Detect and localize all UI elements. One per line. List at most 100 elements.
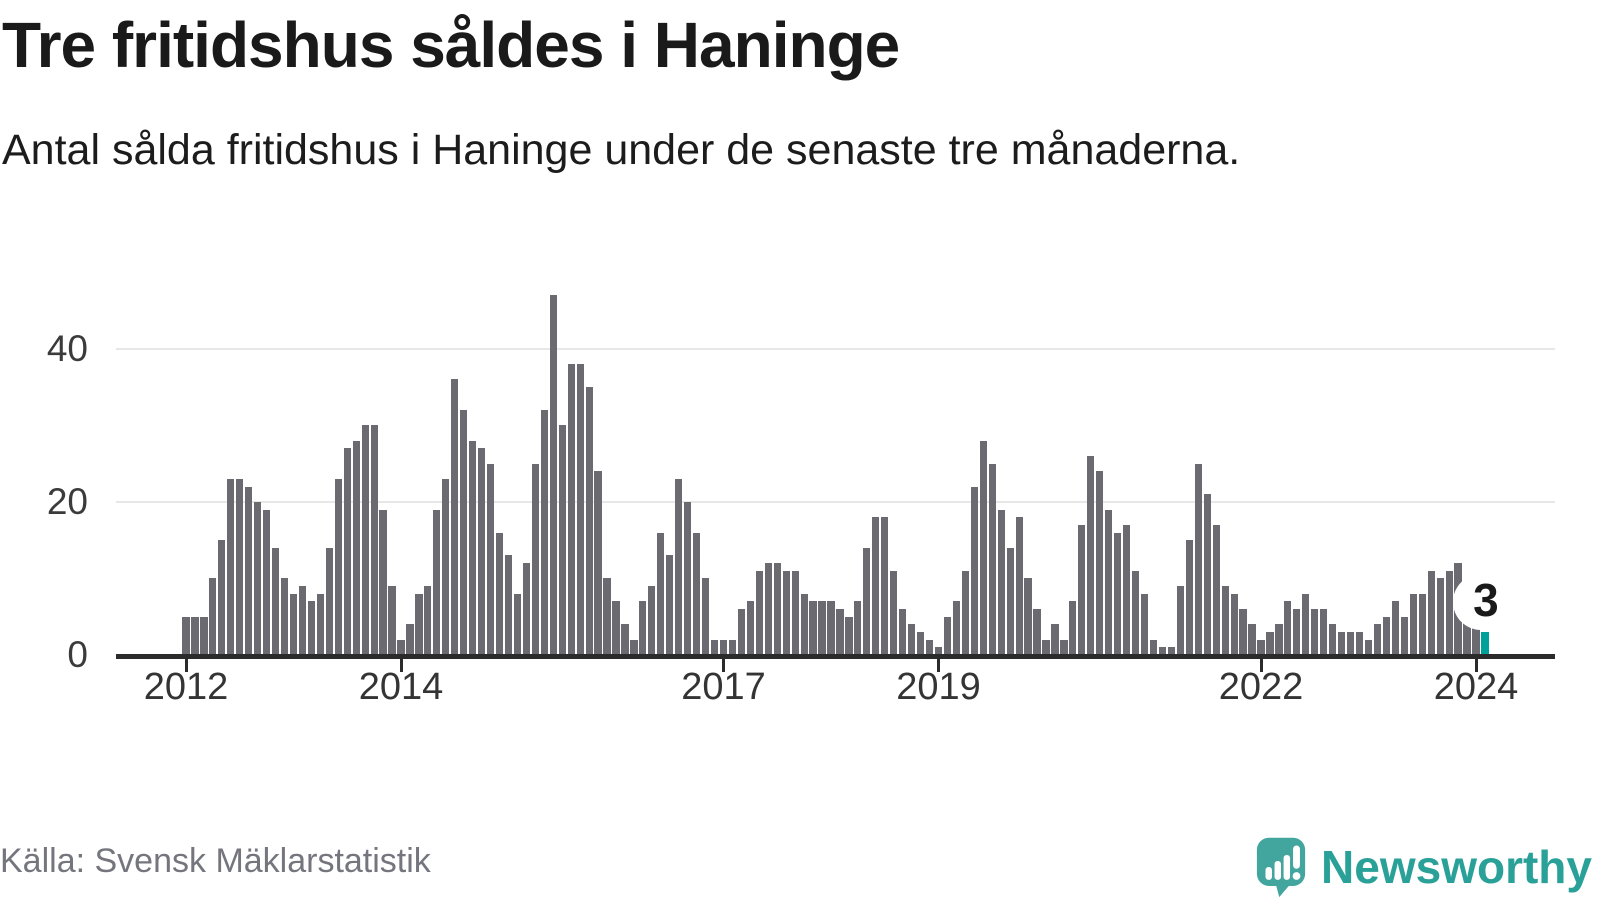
- bar: [988, 464, 996, 655]
- bar: [773, 563, 781, 655]
- bar: [800, 594, 808, 655]
- bar: [693, 533, 701, 655]
- bar: [227, 479, 235, 655]
- bar-highlighted: [1481, 632, 1489, 655]
- bar: [925, 640, 934, 655]
- chart-subtitle: Antal sålda fritidshus i Haninge under d…: [2, 126, 1241, 174]
- bar: [298, 586, 307, 655]
- bar: [1364, 640, 1373, 655]
- bar: [1373, 624, 1382, 655]
- bar: [1006, 548, 1014, 655]
- bar: [1105, 510, 1113, 655]
- x-tick-label-2024: 2024: [1433, 666, 1519, 708]
- bar: [1149, 640, 1158, 655]
- bar: [1445, 571, 1453, 655]
- bar: [486, 464, 495, 655]
- bar: [854, 601, 862, 655]
- bar: [567, 364, 575, 655]
- bar: [415, 594, 423, 655]
- bar: [1203, 494, 1211, 655]
- bar: [1033, 609, 1041, 655]
- bar: [701, 578, 710, 655]
- bar: [549, 295, 557, 655]
- bar: [522, 563, 531, 655]
- bar: [1400, 617, 1408, 655]
- x-tick-label-2019: 2019: [896, 666, 981, 708]
- bar: [890, 571, 898, 655]
- bar: [836, 609, 844, 655]
- bar: [370, 425, 378, 655]
- x-tick-2017: [722, 659, 725, 672]
- bar: [818, 601, 826, 655]
- bar: [218, 540, 226, 655]
- bar: [1257, 640, 1265, 655]
- bar: [746, 601, 754, 655]
- bar: [1051, 624, 1059, 655]
- bar: [916, 632, 925, 655]
- bar: [379, 510, 387, 655]
- bar: [675, 479, 683, 655]
- bar: [791, 571, 799, 655]
- y-tick-label: 0: [67, 634, 88, 675]
- bar: [1293, 609, 1301, 655]
- bar: [737, 609, 746, 655]
- bar: [1338, 632, 1346, 655]
- x-tick-label-2014: 2014: [358, 666, 444, 708]
- x-tick-2019: [937, 659, 940, 672]
- bar: [1114, 533, 1122, 655]
- bar: [881, 517, 889, 655]
- x-tick-2022: [1259, 659, 1263, 672]
- newsworthy-wordmark: Newsworthy: [1321, 841, 1592, 893]
- bar: [531, 464, 539, 655]
- bar: [1311, 609, 1319, 655]
- bar: [576, 364, 584, 655]
- bar: [594, 471, 602, 655]
- bar: [710, 640, 719, 655]
- bar: [316, 594, 324, 655]
- bar: [1329, 624, 1337, 655]
- bar: [460, 410, 468, 655]
- bar: [863, 548, 871, 655]
- bar: [513, 594, 522, 655]
- bar: [1158, 647, 1167, 655]
- x-tick-2024: [1474, 659, 1478, 672]
- bar: [970, 487, 978, 655]
- bar: [388, 586, 396, 655]
- gridline-y20: [116, 500, 1555, 503]
- bar: [719, 640, 728, 655]
- bar: [1418, 594, 1426, 655]
- bar: [469, 441, 477, 655]
- bar: [263, 510, 271, 655]
- bar: [621, 624, 629, 655]
- bar: [603, 578, 611, 655]
- bar: [451, 379, 459, 655]
- bar: [1409, 594, 1417, 655]
- bar: [809, 601, 817, 655]
- bar: [209, 578, 217, 655]
- bar: [612, 601, 620, 655]
- bar: [1069, 601, 1077, 655]
- bar: [558, 425, 566, 655]
- bar: [1087, 456, 1095, 655]
- bar: [961, 571, 969, 655]
- bar: [943, 617, 952, 655]
- bar: [1096, 471, 1104, 655]
- bar: [495, 533, 504, 655]
- bar: [442, 479, 450, 655]
- bar: [289, 594, 298, 655]
- x-tick-label-2022: 2022: [1218, 666, 1304, 708]
- bar: [424, 586, 432, 655]
- bar: [343, 448, 351, 655]
- bar: [478, 448, 486, 655]
- bar: [334, 479, 342, 655]
- bar: [191, 617, 199, 655]
- bar: [1060, 640, 1068, 655]
- bar: [1123, 525, 1131, 655]
- bar: [1355, 632, 1364, 655]
- x-tick-label-2017: 2017: [681, 666, 766, 708]
- bar: [280, 578, 289, 655]
- bar: [1427, 571, 1435, 655]
- bar: [1042, 640, 1050, 655]
- bar: [639, 601, 647, 655]
- last-value-annotation: 3: [1473, 574, 1499, 626]
